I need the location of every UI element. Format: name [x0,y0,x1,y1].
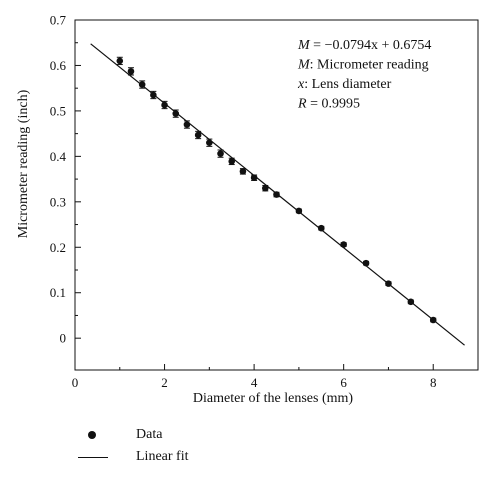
data-marker [138,81,146,88]
legend-label-linear-fit: Linear fit [136,449,189,464]
data-marker [295,207,303,215]
y-tick-label: 0.4 [50,149,67,164]
data-point [429,316,437,324]
data-point [407,298,415,306]
data-marker [262,184,269,192]
x-tick-label: 2 [161,375,168,390]
data-marker [385,280,392,287]
data-marker [206,139,213,147]
data-marker [407,298,415,306]
x-axis: 0 2 4 6 8 [72,364,437,390]
data-marker [362,259,370,267]
annotation-line: M = −0.0794x + 0.6754 [297,38,431,53]
data-marker [250,174,258,182]
data-point [127,67,135,76]
plot-area-border [74,19,479,371]
data-marker [172,110,180,117]
data-marker [183,121,191,128]
legend-dot-marker [78,424,106,446]
data-marker [228,158,236,165]
x-axis-label: Diameter of the lenses (mm) [193,391,354,406]
data-point [385,280,392,287]
data-point [150,90,157,100]
data-point [217,149,224,158]
data-marker [273,191,280,198]
data-point [172,109,180,118]
data-marker [127,68,135,75]
y-tick-label: 0.1 [50,285,66,300]
data-marker [217,150,224,157]
plot-frame [74,19,479,371]
data-point [206,138,213,147]
data-point [262,184,269,192]
y-tick-label: 0.3 [50,194,66,209]
y-tick-label: 0 [60,331,67,346]
data-marker [161,101,168,109]
y-tick-label: 0.7 [50,13,67,28]
data-marker [429,316,437,324]
x-tick-label: 4 [251,375,258,390]
annotation-line: R = 0.9995 [297,97,360,112]
y-axis-label: Micrometer reading (inch) [16,89,31,238]
data-marker [340,241,347,248]
fit-annotation: M = −0.0794x + 0.6754 M: Micrometer readi… [297,38,431,112]
legend-label-data: Data [136,427,163,442]
data-marker [194,131,202,139]
data-point [340,241,347,248]
data-point [250,174,258,182]
data-point [161,100,168,110]
data-point [239,168,247,175]
annotation-line: M: Micrometer reading [297,58,429,73]
data-point [116,56,124,66]
data-marker [150,91,157,99]
data-marker [317,224,325,232]
x-tick-label: 8 [430,375,437,390]
data-point [138,80,146,89]
data-point [317,224,325,232]
data-marker [239,168,247,175]
data-point [273,191,280,198]
y-tick-label: 0.6 [50,58,67,73]
x-tick-label: 0 [72,375,79,390]
y-tick-label: 0.5 [50,103,66,118]
data-point [362,259,370,267]
data-point [295,207,303,215]
annotation-line: x: Lens diameter [297,77,392,92]
data-point [228,157,236,166]
y-axis: 0 0.1 0.2 0.3 0.4 0.5 0.6 0.7 [50,13,81,346]
data-marker [116,57,124,65]
data-points-layer [116,56,437,324]
data-point [194,130,202,140]
data-point [183,120,191,129]
legend-line-marker [78,446,108,468]
x-tick-label: 6 [340,375,347,390]
y-tick-label: 0.2 [50,240,66,255]
